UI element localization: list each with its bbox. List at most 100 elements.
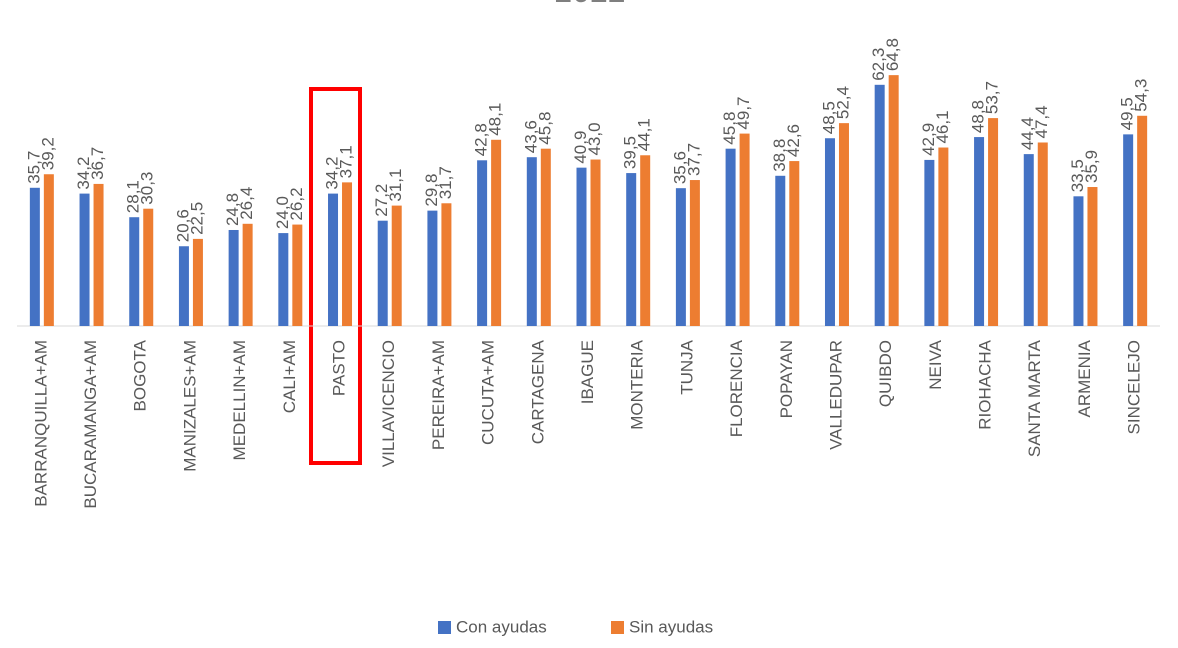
value-label: 42,8 [472, 123, 491, 156]
value-label: 44,1 [635, 118, 654, 151]
bar [1037, 142, 1048, 326]
bar [292, 224, 303, 326]
bar [129, 217, 140, 326]
bar [675, 188, 686, 326]
bar [775, 175, 786, 326]
value-label: 48,5 [819, 101, 838, 134]
x-tick-label: SANTA MARTA [1025, 339, 1044, 457]
value-label: 39,2 [38, 137, 57, 170]
x-tick-label: ARMENIA [1075, 339, 1094, 417]
x-tick-label: IBAGUE [578, 340, 597, 404]
value-label: 62,3 [869, 48, 888, 81]
value-label: 49,5 [1118, 97, 1137, 130]
bar [874, 84, 885, 326]
value-label: 31,1 [386, 169, 405, 202]
x-tick-label: NEIVA [926, 339, 945, 389]
value-label: 35,6 [670, 151, 689, 184]
value-label: 42,9 [919, 123, 938, 156]
bar [739, 133, 750, 326]
bar [143, 208, 154, 326]
bar [1137, 115, 1148, 326]
value-label: 45,8 [720, 112, 739, 145]
bar [43, 174, 54, 326]
bar [576, 167, 587, 326]
value-label: 33,5 [1068, 159, 1087, 192]
bar [79, 193, 90, 326]
bar [626, 173, 637, 326]
bar [838, 123, 849, 326]
x-tick-label: SINCELEJO [1125, 340, 1144, 434]
value-label: 48,1 [486, 103, 505, 136]
x-tick-label: MANIZALES+AM [180, 340, 199, 472]
value-label: 64,8 [883, 38, 902, 71]
value-label: 47,4 [1032, 105, 1051, 138]
x-tick-label: CARTAGENA [528, 339, 547, 444]
x-tick-label: FLORENCIA [727, 339, 746, 437]
value-label: 39,5 [621, 136, 640, 169]
value-label: 26,4 [237, 187, 256, 220]
bar [1073, 196, 1084, 326]
value-label: 48,8 [969, 100, 988, 133]
bar [924, 159, 935, 326]
x-tick-label: BUCARAMANGA+AM [81, 340, 100, 509]
x-tick-label: CALI+AM [280, 340, 299, 413]
value-label: 43,0 [585, 122, 604, 155]
value-label: 27,2 [372, 184, 391, 217]
bar [988, 118, 999, 327]
value-label: 42,6 [784, 124, 803, 157]
legend-swatch [438, 621, 451, 634]
bar [540, 148, 551, 326]
bar [441, 203, 452, 326]
bar [328, 193, 339, 326]
bar [427, 210, 438, 326]
x-tick-label: CUCUTA+AM [479, 340, 498, 445]
bar [590, 159, 601, 326]
value-label: 20,6 [173, 209, 192, 242]
value-label: 36,7 [88, 147, 107, 180]
bar [342, 182, 353, 326]
x-tick-label: QUIBDO [876, 340, 895, 407]
value-label: 29,8 [422, 174, 441, 207]
value-label: 40,9 [571, 131, 590, 164]
bar [228, 229, 239, 326]
x-tick-label: BOGOTA [131, 339, 150, 411]
value-label: 37,7 [684, 143, 703, 176]
value-label: 54,3 [1132, 79, 1151, 112]
value-label: 53,7 [983, 81, 1002, 114]
bar [391, 205, 402, 326]
value-label: 44,4 [1018, 117, 1037, 150]
x-tick-label: PASTO [330, 340, 349, 396]
value-label: 26,2 [287, 187, 306, 220]
x-tick-label: RIOHACHA [976, 339, 995, 429]
value-label: 43,6 [521, 120, 540, 153]
x-tick-label: MONTERIA [628, 339, 647, 429]
value-label: 49,7 [734, 96, 753, 129]
bar [1023, 154, 1034, 326]
x-tick-label: BARRANQUILLA+AM [31, 340, 50, 507]
value-label: 24,0 [273, 196, 292, 229]
bar [242, 223, 253, 326]
value-label: 28,1 [124, 180, 143, 213]
bar [789, 161, 800, 326]
x-tick-label: PEREIRA+AM [429, 340, 448, 450]
legend-label: Con ayudas [456, 617, 547, 636]
chart-title: 2022 [554, 0, 625, 9]
x-tick-label: TUNJA [677, 339, 696, 394]
value-label: 22,5 [187, 202, 206, 235]
value-label: 35,7 [24, 151, 43, 184]
bar [1123, 134, 1134, 326]
x-tick-label: MEDELLIN+AM [230, 340, 249, 460]
bar [725, 148, 736, 326]
x-tick-label: POPAYAN [777, 340, 796, 418]
bar [640, 155, 651, 326]
x-tick-label: VILLAVICENCIO [379, 340, 398, 467]
value-label: 34,2 [323, 157, 342, 190]
bar [192, 238, 203, 326]
bar [93, 183, 104, 326]
value-label: 45,8 [535, 112, 554, 145]
bar [491, 139, 502, 326]
bar [824, 138, 835, 326]
value-label: 46,1 [933, 110, 952, 143]
bar [29, 187, 40, 326]
